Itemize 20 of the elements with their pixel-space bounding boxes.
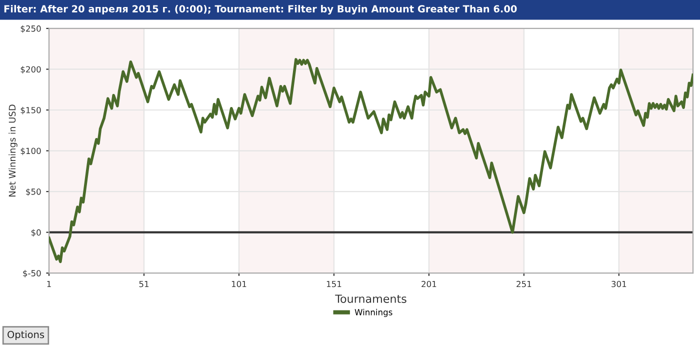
text: Options	[8, 330, 44, 340]
x-tick-label: 151	[326, 280, 342, 288]
y-axis-title: Net Winnings in USD	[8, 104, 18, 197]
chart-title: Filter: After 20 апреля 2015 г. (0:00); Tournament: Filter by Buyin Amount Greater Than 6.00	[4, 4, 517, 14]
line-series	[49, 58, 693, 264]
x-axis-title: Tournaments	[335, 294, 406, 303]
x-tick-label: 251	[516, 280, 532, 288]
x-tick-label: 51	[139, 280, 149, 288]
y-tick-label: $0	[31, 229, 41, 237]
x-tick-label: 301	[612, 280, 626, 288]
y-tick-label: $200	[20, 66, 41, 74]
y-tick-label: $-50	[23, 270, 41, 278]
y-tick-label: $100	[20, 148, 41, 156]
x-tick-label: 1	[47, 280, 51, 288]
legend-label: Winnings	[354, 308, 392, 317]
x-tick-label: 201	[422, 280, 436, 288]
x-tick-label: 101	[232, 280, 246, 288]
y-tick-label: $250	[20, 25, 41, 33]
y-tick-label: $150	[20, 106, 41, 114]
y-tick-label: $50	[26, 188, 41, 196]
